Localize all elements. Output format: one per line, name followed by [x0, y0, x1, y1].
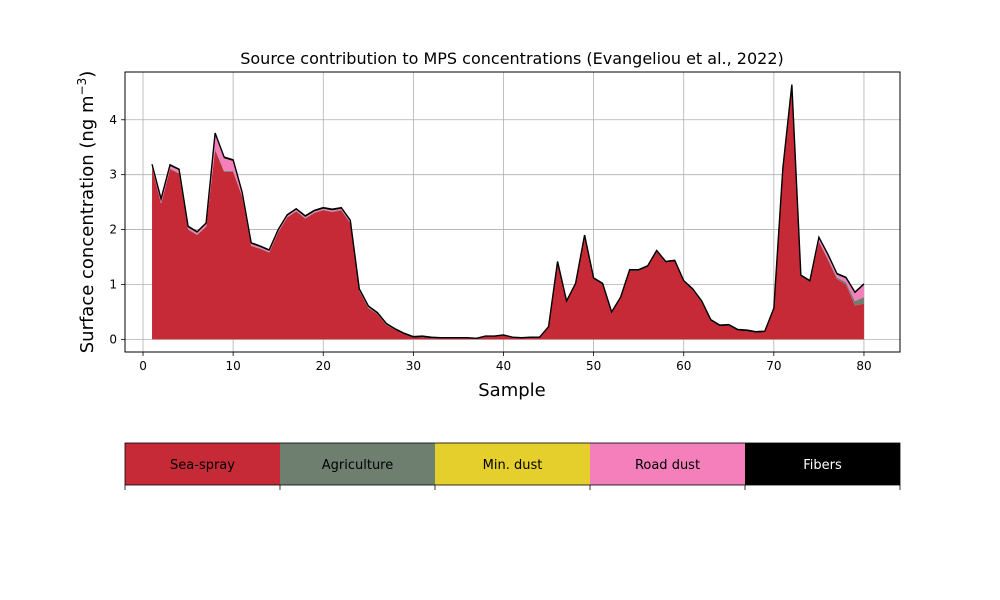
legend-swatch-fibers	[745, 443, 900, 485]
legend-swatch-road-dust	[590, 443, 745, 485]
stacked-areas	[151, 84, 865, 340]
y-tick-label: 2	[109, 223, 117, 237]
legend-swatch-min-dust	[435, 443, 590, 485]
x-tick-label: 40	[496, 359, 511, 373]
axes-frame	[124, 71, 901, 353]
legend-label-fibers: Fibers	[803, 458, 842, 473]
x-tick-label: 30	[406, 359, 421, 373]
area-sea-spray	[152, 85, 864, 340]
x-tick-label: 10	[225, 359, 240, 373]
legend-label-min-dust: Min. dust	[483, 458, 543, 473]
y-axis-title-suffix: )	[77, 71, 98, 78]
legend-swatch-agriculture	[280, 443, 435, 485]
legend-colorbar: Sea-spray Agriculture Min. dust Road dust Fi…	[124, 442, 901, 490]
legend-label-agriculture: Agriculture	[322, 458, 394, 473]
legend-swatch-sea-spray	[125, 443, 280, 485]
area-agriculture	[152, 85, 864, 339]
y-tick-label: 1	[109, 277, 117, 291]
y-tick-label: 4	[109, 113, 117, 127]
legend-label-sea-spray: Sea-spray	[170, 458, 235, 473]
x-tick-label: 50	[586, 359, 601, 373]
total-outline	[151, 84, 865, 339]
y-tick-label: 3	[109, 168, 117, 182]
y-axis-title: Surface concentration (ng m−3)	[75, 71, 98, 354]
y-axis-title-main: Surface concentration (ng m	[77, 95, 98, 353]
x-axis-title: Sample	[478, 380, 546, 401]
x-tick-label: 0	[139, 359, 147, 373]
y-axis-title-exponent: −3	[75, 78, 89, 96]
x-tick-label: 20	[316, 359, 331, 373]
axis-ticks: 0 10 20 30 40 50 60 70 80 0 1 2 3 4	[109, 113, 871, 373]
x-tick-label: 70	[766, 359, 781, 373]
y-tick-label: 0	[109, 332, 117, 346]
legend-frame	[124, 442, 901, 486]
x-tick-label: 80	[856, 359, 871, 373]
legend-label-road-dust: Road dust	[635, 458, 700, 473]
x-tick-label: 60	[676, 359, 691, 373]
plot-frame	[124, 71, 901, 353]
chart-title: Source contribution to MPS concentration…	[240, 49, 784, 68]
